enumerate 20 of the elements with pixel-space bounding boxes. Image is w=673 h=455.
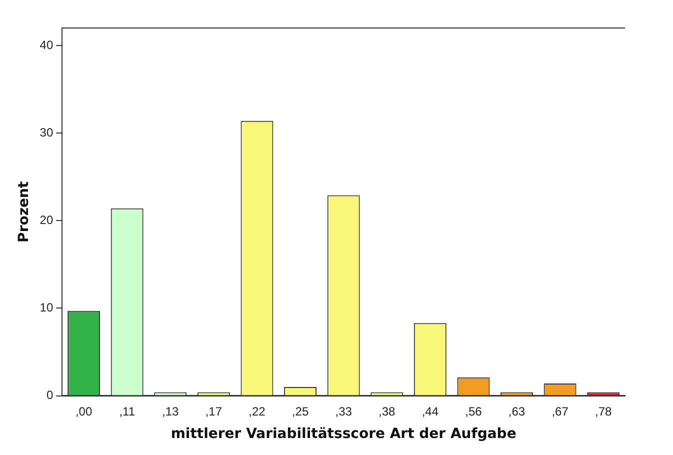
x-tick-label: ,25 bbox=[292, 404, 309, 418]
y-axis-title: Prozent bbox=[16, 181, 32, 242]
x-tick-label: ,13 bbox=[162, 404, 180, 418]
x-tick-label: ,56 bbox=[465, 404, 482, 418]
y-tick-label: 0 bbox=[46, 388, 54, 402]
x-axis-title: mittlerer Variabilitätsscore Art der Aufgabe bbox=[170, 426, 516, 442]
y-tick-label: 10 bbox=[40, 300, 54, 315]
x-tick-label: ,22 bbox=[248, 404, 266, 418]
x-tick-label: ,38 bbox=[378, 404, 396, 418]
x-tick-label: ,78 bbox=[595, 404, 612, 418]
y-tick-label: 20 bbox=[40, 212, 54, 227]
x-tick-label: ,67 bbox=[552, 404, 569, 418]
x-tick-label: ,17 bbox=[205, 404, 222, 418]
x-tick-label: ,11 bbox=[119, 404, 136, 418]
x-tick-label: ,44 bbox=[422, 404, 439, 418]
x-tick-label: ,33 bbox=[335, 404, 352, 418]
y-tick-label: 30 bbox=[40, 125, 54, 140]
y-tick-label: 40 bbox=[40, 38, 54, 52]
x-tick-label: ,00 bbox=[75, 404, 92, 418]
x-tick-label: ,63 bbox=[508, 404, 526, 418]
